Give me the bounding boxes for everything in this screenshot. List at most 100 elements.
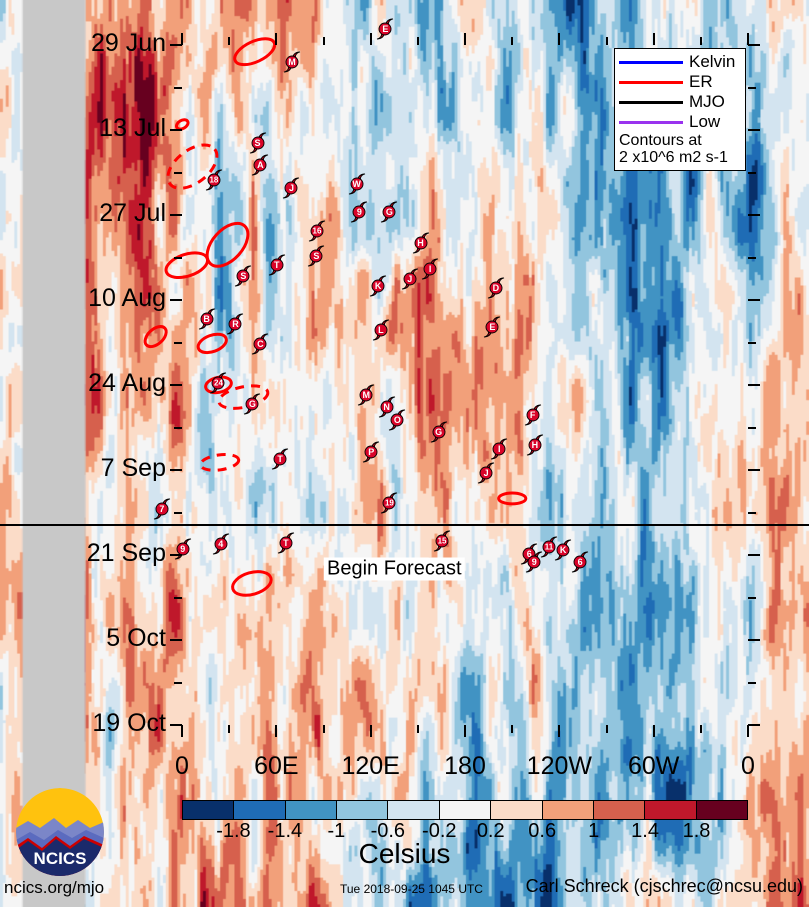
- x-axis-minor-tick: [511, 725, 514, 733]
- x-axis-tick: [181, 33, 183, 45]
- cyclone-marker: O: [386, 408, 408, 432]
- cyclone-marker: K: [367, 274, 389, 298]
- er-line-swatch: [619, 80, 683, 84]
- x-axis-minor-tick: [605, 37, 608, 45]
- x-axis-tick-label: 0: [741, 752, 755, 780]
- x-axis-tick-label: 60E: [254, 752, 299, 780]
- x-axis-minor-tick: [416, 37, 419, 45]
- contour-note-line1: Contours at: [619, 132, 702, 149]
- legend-label-mjo: MJO: [689, 92, 725, 111]
- y-axis-minor-tick: [174, 256, 182, 259]
- legend-label-kelvin: Kelvin: [689, 52, 736, 71]
- y-axis-tick-label: 10 Aug: [88, 284, 166, 312]
- colorbar-tick-label: 1: [588, 820, 600, 842]
- y-axis-tick-label: 27 Jul: [99, 199, 166, 227]
- y-axis-tick: [170, 469, 182, 471]
- er-contour: [497, 491, 528, 506]
- y-axis-tick: [170, 554, 182, 556]
- cyclone-marker: 19: [378, 491, 400, 515]
- colorbar-title: Celsius: [358, 838, 451, 869]
- x-axis-tick: [275, 725, 278, 737]
- cyclone-marker: T: [266, 253, 288, 277]
- er-contour: [199, 453, 241, 472]
- cyclone-marker: 24: [207, 371, 229, 395]
- cyclone-marker: 7: [151, 497, 173, 521]
- er-contour: [205, 221, 250, 268]
- colorbar-swatch: [234, 801, 286, 819]
- cyclone-marker: G: [378, 200, 400, 224]
- y-axis-tick: [170, 724, 182, 726]
- x-axis-tick: [652, 725, 655, 737]
- x-axis-tick-label: 120E: [341, 752, 400, 780]
- begin-forecast-line: [0, 524, 809, 527]
- y-axis-tick: [170, 44, 182, 46]
- y-axis-tick-label: 19 Oct: [92, 709, 166, 737]
- x-axis-minor-tick: [228, 725, 231, 733]
- svg-text:NCICS: NCICS: [34, 849, 87, 868]
- x-axis-tick: [558, 33, 561, 45]
- x-axis-minor-tick: [228, 37, 231, 45]
- contour-note-line2: 2 x10^6 m2 s-1: [619, 149, 728, 166]
- y-axis-minor-tick: [748, 171, 756, 174]
- y-axis-minor-tick: [748, 426, 756, 429]
- colorbar-tick-label: -0.6: [370, 820, 406, 842]
- cyclone-marker: H: [524, 433, 546, 457]
- colorbar-swatch: [645, 801, 697, 819]
- colorbar: [182, 800, 748, 820]
- y-axis-tick: [748, 469, 760, 471]
- y-axis-minor-tick: [748, 86, 756, 89]
- y-axis-tick: [748, 724, 760, 726]
- colorbar-swatch: [593, 801, 646, 819]
- ncics-logo: NCICS: [16, 788, 104, 876]
- x-axis-tick: [464, 725, 466, 737]
- y-axis-tick-label: 7 Sep: [100, 454, 166, 482]
- x-axis-tick-label: 180: [444, 752, 486, 780]
- footer-timestamp: Tue 2018-09-25 1045 UTC: [340, 882, 483, 896]
- footer-author: Carl Schreck (cjschrec@ncsu.edu): [525, 876, 803, 896]
- y-axis-tick: [170, 214, 182, 216]
- cyclone-marker: G: [241, 392, 263, 416]
- x-axis-minor-tick: [511, 37, 514, 45]
- cyclone-marker: I: [419, 257, 441, 281]
- cyclone-marker: 15: [431, 529, 453, 553]
- cyclone-marker: H: [410, 231, 432, 255]
- low-line-swatch: [619, 120, 683, 124]
- x-axis-tick: [275, 33, 278, 45]
- x-axis-tick-label: 60W: [627, 752, 680, 780]
- y-axis-minor-tick: [748, 256, 756, 259]
- cyclone-marker: J: [399, 267, 421, 291]
- y-axis-tick: [748, 299, 760, 301]
- x-axis-tick: [464, 33, 466, 45]
- cyclone-marker: 9: [172, 537, 194, 561]
- colorbar-swatch: [285, 801, 338, 819]
- colorbar-tick-label: -1: [327, 820, 346, 842]
- cyclone-marker: L: [370, 318, 392, 342]
- legend-row-kelvin: Kelvin: [619, 52, 741, 72]
- cyclone-marker: T: [275, 531, 297, 555]
- cyclone-marker: W: [346, 172, 368, 196]
- er-contour: [174, 118, 190, 131]
- legend-label-low: Low: [689, 112, 721, 131]
- cyclone-marker: 18: [203, 168, 225, 192]
- mjo-line-swatch: [619, 100, 683, 104]
- x-axis-minor-tick: [416, 725, 419, 733]
- er-contour: [233, 37, 277, 67]
- cyclone-marker: B: [196, 307, 218, 331]
- cyclone-marker: J: [280, 176, 302, 200]
- y-axis-tick: [748, 44, 760, 46]
- x-axis-minor-tick: [699, 725, 702, 733]
- cyclone-marker: E: [481, 315, 503, 339]
- cyclone-marker: P: [360, 440, 382, 464]
- x-axis-tick: [558, 725, 561, 737]
- x-axis-tick: [181, 725, 183, 737]
- cyclone-marker: 9: [523, 550, 545, 574]
- cyclone-marker: S: [305, 244, 327, 268]
- colorbar-swatch: [696, 801, 747, 819]
- y-axis-tick: [170, 129, 182, 131]
- colorbar-tick-label: 1.8: [682, 820, 711, 842]
- x-axis-tick-label: 120W: [526, 752, 592, 780]
- begin-forecast-label: Begin Forecast: [323, 557, 465, 581]
- colorbar-swatch: [183, 801, 235, 819]
- colorbar-tick-label: 0.6: [528, 820, 557, 842]
